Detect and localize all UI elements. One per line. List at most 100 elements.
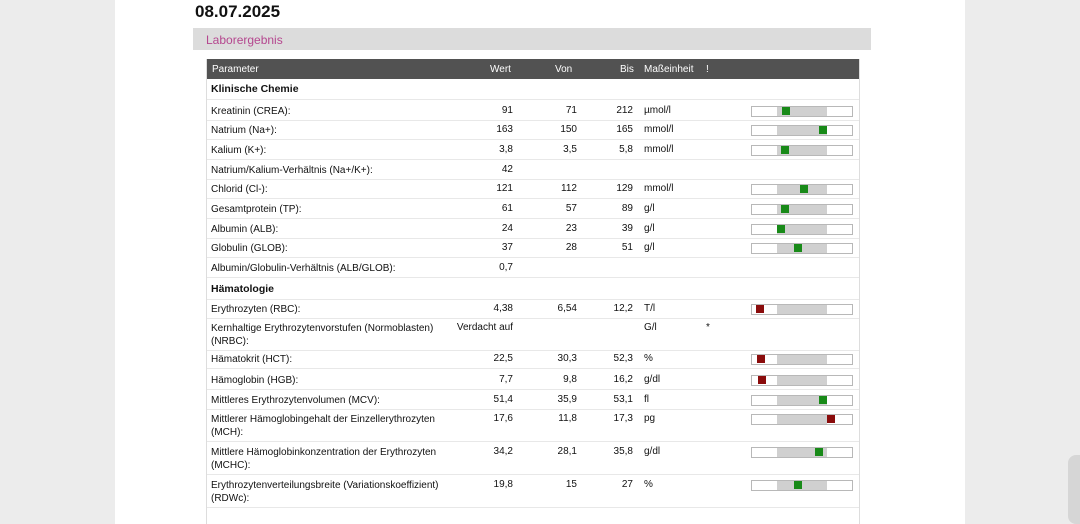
row-divider [207, 474, 859, 475]
parameter-cell: Hämatokrit (HCT): [211, 354, 293, 365]
row-divider [207, 507, 859, 508]
row-divider [207, 389, 859, 390]
range-indicator [751, 243, 853, 254]
unit-cell: mmol/l [644, 183, 674, 194]
row-divider [207, 368, 859, 369]
min-cell: 11,8 [558, 413, 577, 424]
row-divider [207, 350, 859, 351]
value-cell: 24 [501, 223, 513, 234]
value-cell: 4,38 [493, 303, 513, 314]
value-cell: 17,6 [493, 413, 513, 424]
value-marker [758, 376, 766, 384]
unit-cell: g/l [644, 223, 655, 234]
max-cell: 89 [621, 203, 633, 214]
row-divider [207, 159, 859, 160]
unit-cell: µmol/l [644, 105, 671, 116]
parameter-cell: Mittleres Erythrozytenvolumen (MCV): [211, 395, 380, 406]
section-title: Klinische Chemie [211, 83, 299, 95]
value-cell: 19,8 [493, 479, 513, 490]
parameter-cell: Mittlerer Hämoglobingehalt der Einzeller… [211, 414, 435, 438]
unit-cell: % [644, 353, 653, 364]
parameter-cell: Kalium (K+): [211, 145, 267, 156]
unit-cell: g/l [644, 203, 655, 214]
range-indicator [751, 125, 853, 136]
max-cell: 165 [616, 124, 633, 135]
max-cell: 27 [621, 479, 633, 490]
unit-cell: fl [644, 394, 649, 405]
parameter-cell: Kernhaltige Erythrozytenvorstufen (Normo… [211, 323, 434, 347]
row-divider [207, 257, 859, 258]
lab-results-table: Parameter Wert Von Bis Maßeinheit ! Klin… [206, 59, 860, 524]
value-cell: 51,4 [493, 394, 513, 405]
value-marker [800, 185, 808, 193]
row-divider [207, 120, 859, 121]
value-marker [794, 244, 802, 252]
min-cell: 6,54 [557, 303, 577, 314]
value-marker [794, 481, 802, 489]
reference-range [777, 376, 827, 385]
min-cell: 112 [561, 183, 577, 194]
range-indicator [751, 106, 853, 117]
row-divider [207, 218, 859, 219]
max-cell: 35,8 [613, 446, 633, 457]
unit-cell: T/l [644, 303, 656, 314]
reference-range [777, 448, 827, 457]
parameter-cell: Hämoglobin (HGB): [211, 375, 299, 386]
range-indicator [751, 447, 853, 458]
col-parameter: Parameter [212, 64, 259, 75]
section-title: Hämatologie [211, 283, 275, 295]
value-cell: 91 [501, 105, 513, 116]
min-cell: 15 [565, 479, 577, 490]
reference-range [777, 107, 827, 116]
value-marker [827, 415, 835, 423]
row-divider [207, 318, 859, 319]
value-marker [819, 126, 827, 134]
min-cell: 9,8 [563, 374, 577, 385]
parameter-cell: Albumin/Globulin-Verhältnis (ALB/GLOB): [211, 263, 396, 274]
parameter-cell: Chlorid (Cl-): [211, 184, 268, 195]
max-cell: 53,1 [613, 394, 633, 405]
value-cell: 37 [501, 242, 513, 253]
scrollbar-thumb[interactable] [1068, 455, 1080, 524]
range-indicator [751, 145, 853, 156]
unit-cell: % [644, 479, 653, 490]
parameter-cell: Natrium (Na+): [211, 125, 277, 136]
max-cell: 12,2 [613, 303, 633, 314]
max-cell: 5,8 [619, 144, 633, 155]
min-cell: 23 [565, 223, 577, 234]
range-indicator [751, 414, 853, 425]
col-bis: Bis [620, 64, 634, 75]
min-cell: 3,5 [563, 144, 577, 155]
parameter-cell: Mittlere Hämoglobinkonzentration der Ery… [211, 447, 437, 471]
min-cell: 28 [565, 242, 577, 253]
max-cell: 39 [621, 223, 633, 234]
range-indicator [751, 204, 853, 215]
max-cell: 129 [616, 183, 633, 194]
reference-range [777, 205, 827, 214]
value-marker [815, 448, 823, 456]
parameter-cell: Natrium/Kalium-Verhältnis (Na+/K+): [211, 165, 373, 176]
reference-range [777, 305, 827, 314]
max-cell: 16,2 [613, 374, 633, 385]
section-divider [207, 299, 859, 300]
unit-cell: mmol/l [644, 124, 674, 135]
value-marker [782, 107, 790, 115]
parameter-cell: Globulin (GLOB): [211, 243, 288, 254]
row-divider [207, 277, 859, 278]
value-cell: 163 [496, 124, 513, 135]
min-cell: 28,1 [557, 446, 577, 457]
lab-section-header: Laborergebnis [193, 28, 871, 50]
range-indicator [751, 184, 853, 195]
flag-cell: * [706, 322, 710, 333]
min-cell: 30,3 [557, 353, 577, 364]
range-indicator [751, 480, 853, 491]
range-indicator [751, 354, 853, 365]
unit-cell: g/dl [644, 446, 661, 457]
col-von: Von [555, 64, 573, 75]
value-marker [756, 305, 764, 313]
unit-cell: g/l [644, 242, 655, 253]
value-marker [781, 146, 789, 154]
value-cell: 121 [496, 183, 513, 194]
col-einheit: Maßeinheit [644, 64, 694, 75]
max-cell: 212 [616, 105, 633, 116]
